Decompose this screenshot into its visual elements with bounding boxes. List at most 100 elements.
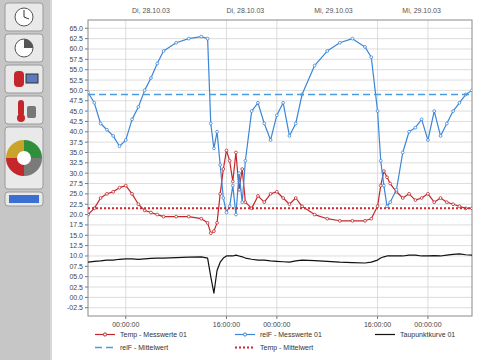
toolbar-button[interactable] <box>5 192 43 206</box>
series-marker <box>395 188 398 191</box>
series-marker <box>209 232 212 235</box>
series-marker <box>427 192 430 195</box>
toolbar-button[interactable] <box>5 127 43 189</box>
computer-icon <box>26 74 38 83</box>
series-marker <box>238 172 241 175</box>
series-marker <box>376 110 379 113</box>
x-tick-label: 00:00:00 <box>263 321 290 328</box>
x-tick-label: 16:00:00 <box>213 321 240 328</box>
series-marker <box>137 203 140 206</box>
series-marker <box>216 221 219 224</box>
y-tick-label: 25.0 <box>69 190 83 197</box>
date-annotation: Mi, 29.10.03 <box>314 7 353 14</box>
pie-icon-slice <box>24 39 33 48</box>
series-marker <box>401 151 404 154</box>
y-grid-line <box>88 173 472 174</box>
series-marker <box>219 192 222 195</box>
pie-icon <box>15 39 33 57</box>
y-grid-line <box>88 90 472 91</box>
toolbar-button[interactable] <box>5 65 43 93</box>
y-grid-line <box>88 297 472 298</box>
gauge-center <box>17 151 31 165</box>
series-marker <box>175 41 178 44</box>
series-marker <box>275 114 278 117</box>
series-marker <box>235 151 238 154</box>
toolbar-button[interactable] <box>5 96 43 124</box>
x-grid-line <box>226 20 227 316</box>
y-tick-label: 10.0 <box>69 252 83 259</box>
series-marker <box>124 184 127 187</box>
y-tick-label: 32.5 <box>69 159 83 166</box>
series-line <box>88 150 472 233</box>
series-marker <box>200 217 203 220</box>
series-marker <box>420 197 423 200</box>
x-tick-label: 00:00:00 <box>414 321 441 328</box>
series-marker <box>162 50 165 53</box>
series-marker <box>225 211 228 214</box>
x-tick-label: 00:00:00 <box>112 321 139 328</box>
toolbar <box>0 0 50 360</box>
x-grid-line <box>427 20 428 316</box>
y-tick-label: 15.0 <box>69 232 83 239</box>
series-marker <box>326 217 329 220</box>
x-grid-line <box>125 20 126 316</box>
series-marker <box>137 106 140 109</box>
series-marker <box>228 159 231 162</box>
series-line <box>88 37 472 215</box>
series-marker <box>175 215 178 218</box>
thermo-bulb <box>17 114 25 122</box>
x-grid-line <box>377 20 378 316</box>
y-grid-line <box>88 152 472 153</box>
y-tick-label: 65.0 <box>69 25 83 32</box>
series-marker <box>99 197 102 200</box>
series-marker <box>439 135 442 138</box>
series-marker <box>389 182 392 185</box>
clock-hands <box>24 10 29 19</box>
series-marker <box>187 37 190 40</box>
y-grid-line <box>88 38 472 39</box>
y-grid-line <box>88 266 472 267</box>
battery-bar <box>9 195 39 203</box>
series-marker <box>231 184 234 187</box>
series-marker <box>219 163 222 166</box>
series-marker <box>150 211 153 214</box>
axes: 65.062.560.057.555.052.550.047.545.042.5… <box>67 25 442 328</box>
series-marker <box>427 139 430 142</box>
series-marker <box>414 126 417 129</box>
legend-label: relF - Messwerte 01 <box>260 331 322 338</box>
plot-background <box>88 20 472 316</box>
chart-panel <box>52 0 480 360</box>
series-marker <box>88 91 89 94</box>
series-marker <box>326 50 329 53</box>
series-marker <box>257 195 260 198</box>
y-tick-label: 55.0 <box>69 66 83 73</box>
y-grid-line <box>88 235 472 236</box>
series-marker <box>235 213 238 216</box>
series-marker <box>241 201 244 204</box>
series-marker <box>213 230 216 233</box>
toolbar-button[interactable] <box>5 3 43 31</box>
y-tick-label: 35.0 <box>69 149 83 156</box>
screen-background <box>0 0 480 360</box>
y-grid-line <box>88 287 472 288</box>
thermo-icon <box>14 71 24 87</box>
legend: Temp - Messwerte 01relF - Messwerte 01Ta… <box>95 331 455 352</box>
series-marker <box>216 130 219 133</box>
series-marker <box>244 201 247 204</box>
y-grid-line <box>88 28 472 29</box>
series-marker <box>370 56 373 59</box>
y-tick-label: 05.0 <box>69 273 83 280</box>
series-marker <box>213 147 216 150</box>
y-grid-line <box>88 224 472 225</box>
series-marker <box>105 128 108 131</box>
series-marker <box>313 213 316 216</box>
legend-swatch <box>95 347 115 348</box>
series-marker <box>275 190 278 193</box>
series-marker <box>99 122 102 125</box>
toolbar-button[interactable] <box>5 34 43 62</box>
series-marker <box>379 159 382 162</box>
series-marker <box>112 190 115 193</box>
series-marker <box>93 101 96 104</box>
series-line <box>88 94 472 95</box>
series-marker <box>222 197 225 200</box>
